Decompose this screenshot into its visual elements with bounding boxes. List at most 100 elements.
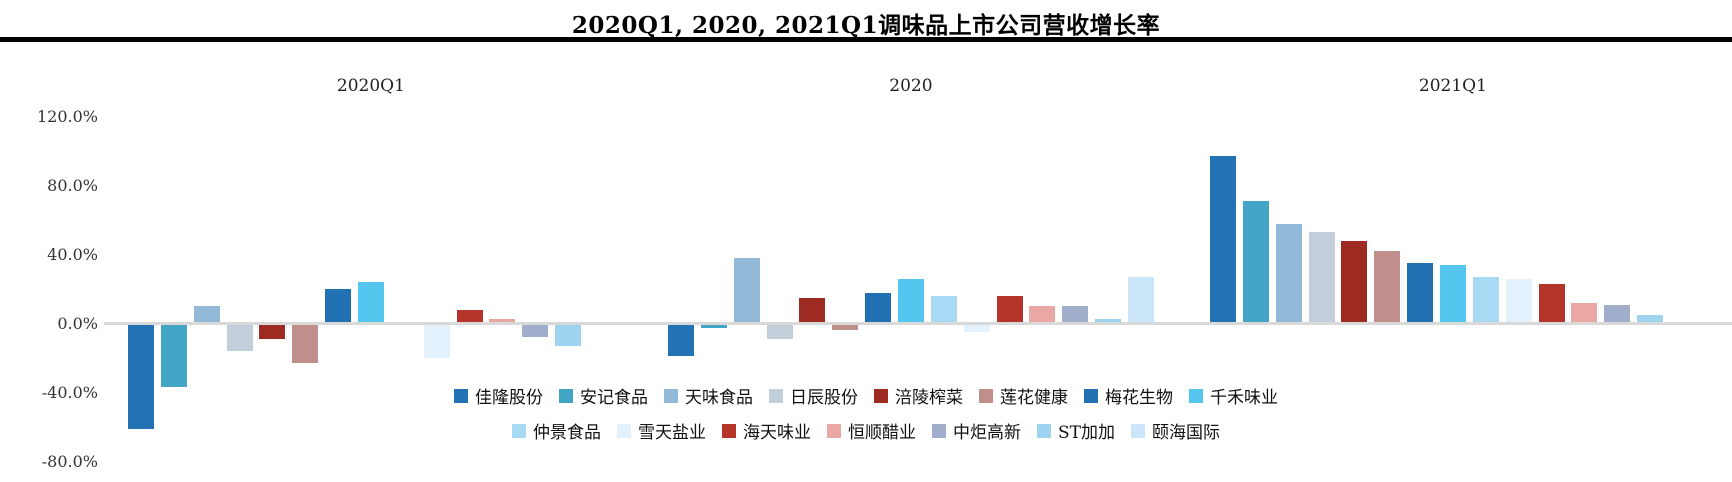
legend-item-佳隆股份: 佳隆股份 — [454, 383, 543, 408]
bar-2021Q1-佳隆股份 — [1210, 156, 1236, 322]
bar-2020Q1-千禾味业 — [357, 282, 384, 322]
y-axis-tick-label: 0.0% — [57, 313, 98, 333]
legend-swatch-icon — [722, 423, 736, 438]
legend-item-日辰股份: 日辰股份 — [769, 383, 858, 408]
bar-2020Q1-涪陵榨菜 — [259, 325, 286, 339]
legend-label: 千禾味业 — [1210, 388, 1278, 408]
bar-2020-雪天盐业 — [963, 325, 990, 332]
y-axis-tick-label: 120.0% — [36, 106, 98, 126]
legend-item-千禾味业: 千禾味业 — [1189, 383, 1278, 408]
legend-swatch-icon — [874, 388, 888, 403]
legend-item-恒顺醋业: 恒顺醋业 — [827, 418, 916, 443]
group-label-2020Q1: 2020Q1 — [336, 76, 405, 96]
bar-2020-颐海国际 — [1127, 277, 1154, 322]
legend-swatch-icon — [1189, 388, 1203, 403]
bar-2020Q1-海天味业 — [456, 309, 483, 322]
bar-2020-佳隆股份 — [668, 325, 694, 357]
bar-2021Q1-中炬高新 — [1604, 304, 1631, 322]
group-label-2020: 2020 — [889, 76, 933, 96]
bar-2020Q1-恒顺醋业 — [489, 318, 516, 322]
legend-item-雪天盐业: 雪天盐业 — [617, 418, 706, 443]
legend-swatch-icon — [1131, 423, 1145, 438]
bar-2020-日辰股份 — [766, 325, 793, 339]
bar-2020Q1-中炬高新 — [522, 325, 549, 338]
legend-label: 莲花健康 — [1000, 388, 1068, 408]
legend-item-颐海国际: 颐海国际 — [1131, 418, 1220, 443]
legend-swatch-icon — [1084, 388, 1098, 403]
bar-2020Q1-梅花生物 — [325, 289, 352, 322]
bar-2020Q1-ST加加 — [555, 325, 582, 346]
bar-2020-梅花生物 — [865, 292, 892, 322]
bar-2020-天味食品 — [733, 258, 760, 322]
bar-2021Q1-ST加加 — [1637, 315, 1664, 322]
legend-label: 梅花生物 — [1105, 388, 1173, 408]
legend-item-梅花生物: 梅花生物 — [1084, 383, 1173, 408]
bar-2021Q1-天味食品 — [1275, 223, 1302, 322]
bar-2021Q1-海天味业 — [1538, 284, 1565, 322]
legend-label: 雪天盐业 — [638, 423, 706, 443]
legend-swatch-icon — [979, 388, 993, 403]
legend-item-仲景食品: 仲景食品 — [512, 418, 601, 443]
x-axis-zero-line — [104, 322, 1732, 325]
group-label-2021Q1: 2021Q1 — [1418, 76, 1487, 96]
legend-label: 天味食品 — [685, 388, 753, 408]
bar-2020-恒顺醋业 — [1029, 306, 1056, 322]
legend-row: 佳隆股份 安记食品 天味食品 日辰股份 涪陵榨菜 莲花健康 梅花生物 千禾味业 — [454, 383, 1278, 408]
legend-swatch-icon — [1037, 423, 1051, 438]
bar-2021Q1-千禾味业 — [1439, 265, 1466, 322]
legend-label: 佳隆股份 — [475, 388, 543, 408]
legend-swatch-icon — [559, 388, 573, 403]
legend-item-中炬高新: 中炬高新 — [932, 418, 1021, 443]
legend-item-天味食品: 天味食品 — [664, 383, 753, 408]
bar-2021Q1-仲景食品 — [1472, 277, 1499, 322]
bar-2021Q1-安记食品 — [1242, 201, 1269, 322]
legend-label: 颐海国际 — [1152, 423, 1220, 443]
legend: 佳隆股份 安记食品 天味食品 日辰股份 涪陵榨菜 莲花健康 梅花生物 千禾味业仲景食品 雪天盐业… — [0, 383, 1732, 443]
legend-swatch-icon — [617, 423, 631, 438]
legend-row: 仲景食品 雪天盐业 海天味业 恒顺醋业 中炬高新 ST加加 颐海国际 — [512, 418, 1220, 443]
bar-2020Q1-莲花健康 — [292, 325, 319, 363]
legend-label: ST加加 — [1058, 423, 1115, 443]
bar-2020Q1-日辰股份 — [226, 325, 253, 351]
bar-2020-莲花健康 — [832, 325, 859, 331]
bar-2021Q1-恒顺醋业 — [1571, 303, 1598, 322]
bar-2021Q1-日辰股份 — [1308, 232, 1335, 322]
chart-title: 2020Q1, 2020, 2021Q1调味品上市公司营收增长率 — [571, 12, 1161, 39]
legend-item-莲花健康: 莲花健康 — [979, 383, 1068, 408]
bar-2020-中炬高新 — [1062, 306, 1089, 322]
legend-label: 中炬高新 — [953, 423, 1021, 443]
legend-label: 日辰股份 — [790, 388, 858, 408]
y-axis-tick-label: 40.0% — [47, 244, 98, 264]
y-axis-tick-label: -40.0% — [41, 382, 98, 402]
bar-2020Q1-安记食品 — [160, 325, 187, 388]
legend-swatch-icon — [827, 423, 841, 438]
bar-2021Q1-雪天盐业 — [1505, 278, 1532, 322]
y-axis-tick-label: -80.0% — [41, 451, 98, 471]
legend-label: 恒顺醋业 — [848, 423, 916, 443]
bar-2020-ST加加 — [1095, 318, 1122, 322]
bar-2020Q1-佳隆股份 — [128, 325, 154, 429]
bar-2021Q1-梅花生物 — [1407, 263, 1434, 322]
legend-swatch-icon — [454, 388, 468, 403]
bar-2020-千禾味业 — [897, 278, 924, 322]
bar-2020-仲景食品 — [930, 296, 957, 322]
bar-2020-涪陵榨菜 — [799, 297, 826, 322]
legend-item-涪陵榨菜: 涪陵榨菜 — [874, 383, 963, 408]
bar-2020Q1-雪天盐业 — [423, 325, 450, 358]
legend-item-ST加加: ST加加 — [1037, 418, 1115, 443]
legend-item-海天味业: 海天味业 — [722, 418, 811, 443]
legend-swatch-icon — [512, 423, 526, 438]
title-underline — [0, 37, 1732, 42]
bar-2020-安记食品 — [700, 325, 727, 329]
legend-label: 安记食品 — [580, 388, 648, 408]
legend-swatch-icon — [769, 388, 783, 403]
legend-label: 海天味业 — [743, 423, 811, 443]
bar-2021Q1-莲花健康 — [1374, 251, 1401, 322]
legend-label: 仲景食品 — [533, 423, 601, 443]
legend-swatch-icon — [932, 423, 946, 438]
bar-2020Q1-天味食品 — [193, 306, 220, 322]
y-axis-tick-label: 80.0% — [47, 175, 98, 195]
legend-swatch-icon — [664, 388, 678, 403]
